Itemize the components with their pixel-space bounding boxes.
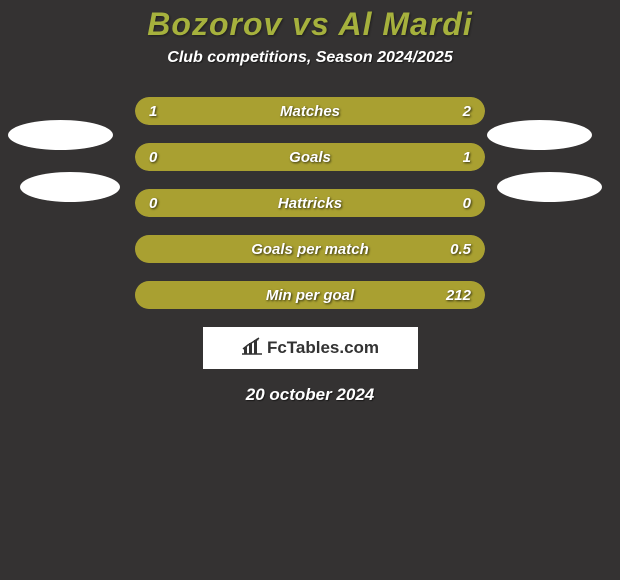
stat-value-right: 0.5: [450, 235, 471, 263]
stat-value-right: 2: [463, 97, 471, 125]
stat-row: Min per goal212: [135, 281, 485, 309]
stat-value-right: 1: [463, 143, 471, 171]
stat-value-left: 0: [149, 143, 157, 171]
chart-icon: [241, 337, 263, 360]
stat-row: Matches1 2: [135, 97, 485, 125]
stat-value-left: 1: [149, 97, 157, 125]
stat-row: Goals per match0.5: [135, 235, 485, 263]
stat-row: Hattricks0 0: [135, 189, 485, 217]
stat-label: Hattricks: [135, 189, 485, 217]
stat-label: Min per goal: [135, 281, 485, 309]
comparison-chart: Matches12Goals01Hattricks00Goals per mat…: [0, 97, 620, 309]
logo: FcTables.com: [203, 327, 418, 369]
stat-value-left: 0: [149, 189, 157, 217]
stat-value-right: 212: [446, 281, 471, 309]
stat-row: Goals0 1: [135, 143, 485, 171]
title-text: Bozorov vs Al Mardi: [147, 6, 472, 42]
stat-label: Matches: [135, 97, 485, 125]
logo-text: FcTables.com: [267, 338, 379, 358]
date: 20 october 2024: [0, 385, 620, 405]
subtitle: Club competitions, Season 2024/2025: [0, 49, 620, 67]
subtitle-text: Club competitions, Season 2024/2025: [167, 49, 452, 66]
date-text: 20 october 2024: [246, 385, 375, 404]
stat-label: Goals per match: [135, 235, 485, 263]
page-title: Bozorov vs Al Mardi: [0, 0, 620, 43]
stat-label: Goals: [135, 143, 485, 171]
stat-value-right: 0: [463, 189, 471, 217]
